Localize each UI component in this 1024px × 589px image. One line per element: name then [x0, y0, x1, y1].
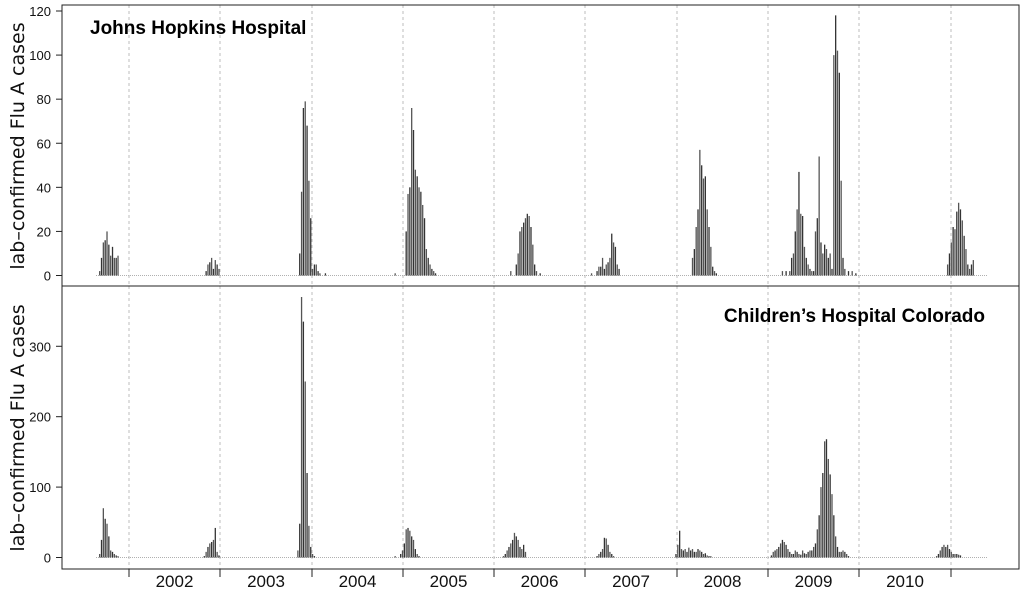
y-axis-label-top: lab–confirmed Flu A cases: [7, 22, 29, 269]
y-tick-label: 80: [37, 92, 51, 107]
panel-title-bottom: Children’s Hospital Colorado: [724, 306, 985, 327]
panel-title-top: Johns Hopkins Hospital: [90, 18, 306, 39]
plot-frame-bottom: [61, 285, 1020, 570]
y-tick-label: 40: [37, 180, 51, 195]
y-tick-label: 20: [37, 224, 51, 239]
x-tick-label: 2003: [247, 572, 285, 589]
x-tick-label: 2007: [612, 572, 650, 589]
x-tick-label: 2004: [339, 572, 377, 589]
panel-johns-hopkins: 0 20 40 60 80 100 120 Johns Hopkins Hospital l…: [7, 4, 1020, 287]
season-grid-top: [128, 5, 952, 286]
y-axis-bottom: 0 100 200 300: [29, 286, 63, 569]
y-axis-label-bottom: lab–confirmed Flu A cases: [7, 304, 29, 551]
x-tick-label: 2010: [886, 572, 924, 589]
bars-childrens-colorado: [96, 297, 988, 558]
x-tick-label: 2009: [795, 572, 833, 589]
y-tick-label: 100: [29, 480, 51, 495]
x-tick-label: 2002: [156, 572, 194, 589]
y-tick-label: 100: [29, 48, 51, 63]
season-grid-bottom: [128, 286, 952, 569]
x-tick-label: 2008: [704, 572, 742, 589]
x-tick-label: 2005: [430, 572, 468, 589]
y-tick-label: 60: [37, 136, 51, 151]
y-tick-label: 300: [29, 339, 51, 354]
y-tick-label: 120: [29, 4, 51, 19]
y-tick-label: 0: [44, 269, 51, 284]
y-tick-label: 200: [29, 410, 51, 425]
plot-frame-top: [61, 4, 1020, 287]
x-tick-label: 2006: [521, 572, 559, 589]
y-axis-top: 0 20 40 60 80 100 120: [29, 4, 63, 286]
bars-johns-hopkins: [96, 15, 988, 276]
x-axis-years: 2002 2003 2004 2005 2006 2007 2008 2009 2010: [128, 569, 952, 589]
y-tick-label: 0: [44, 551, 51, 566]
